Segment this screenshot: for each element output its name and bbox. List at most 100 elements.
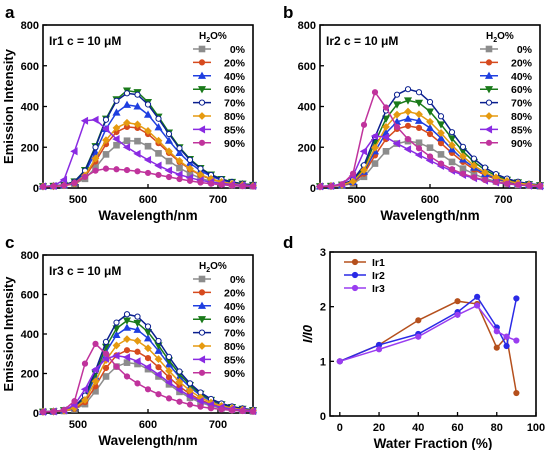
data-point — [133, 102, 142, 110]
data-point — [164, 166, 173, 175]
data-point — [176, 164, 183, 172]
data-point — [327, 183, 335, 190]
series-90% — [39, 340, 257, 416]
legend-label: 20% — [224, 57, 246, 69]
data-point — [122, 143, 131, 152]
y-tick-label: 600 — [298, 61, 316, 73]
y-tick-label: 3 — [320, 247, 326, 259]
data-point — [448, 166, 456, 173]
legend-marker — [485, 59, 493, 66]
data-point — [165, 130, 173, 138]
data-point — [415, 139, 423, 147]
legend-label: Ir1 — [372, 257, 385, 269]
data-point — [426, 98, 434, 106]
data-point — [143, 110, 153, 118]
y-tick-label: 400 — [298, 102, 316, 114]
legend-label: Ir2 — [372, 270, 385, 282]
data-point — [154, 370, 162, 379]
x-tick-label: 500 — [347, 194, 365, 206]
data-point — [448, 158, 456, 166]
x-tick-label: 20 — [373, 422, 385, 434]
data-point — [91, 154, 100, 163]
data-point — [415, 89, 423, 96]
data-point — [403, 145, 412, 154]
data-point — [404, 122, 412, 129]
y-tick-label: 0 — [33, 408, 39, 420]
data-point — [371, 143, 379, 152]
data-point — [359, 147, 368, 156]
x-tick-label: 0 — [337, 422, 343, 434]
data-point — [102, 350, 110, 357]
data-point — [102, 151, 110, 158]
data-point — [144, 169, 152, 177]
legend-label: 0% — [517, 44, 533, 56]
legend-item-85%: 85% — [480, 124, 533, 136]
data-point — [112, 108, 121, 116]
data-point — [112, 135, 120, 144]
data-point — [50, 183, 57, 190]
x-tick-label: 600 — [139, 194, 157, 206]
x-tick-label: 700 — [209, 194, 227, 206]
legend-marker — [198, 369, 206, 376]
y-tick-label: 400 — [21, 102, 39, 114]
legend-label: 85% — [511, 124, 533, 136]
legend-marker — [198, 289, 206, 296]
legend-label: 0% — [230, 44, 246, 56]
data-point — [513, 389, 520, 397]
data-point — [175, 148, 184, 157]
data-point — [123, 359, 131, 366]
data-point — [381, 115, 391, 123]
legend-marker — [198, 112, 206, 120]
data-point — [186, 164, 194, 173]
data-point — [382, 104, 390, 111]
data-point — [102, 373, 110, 380]
legend-item-40%: 40% — [193, 301, 246, 313]
series-line — [339, 300, 518, 394]
data-point — [404, 136, 412, 143]
legend-label: 80% — [224, 111, 246, 123]
data-point — [415, 333, 422, 340]
legend-label: 90% — [224, 368, 246, 380]
legend-label: 70% — [224, 328, 246, 340]
data-point — [80, 116, 89, 125]
data-point — [470, 174, 478, 181]
legend-label: 90% — [511, 138, 533, 150]
data-point — [81, 396, 89, 404]
data-point — [197, 403, 204, 410]
data-point — [437, 140, 445, 147]
data-point — [155, 115, 162, 122]
data-point — [112, 351, 120, 360]
legend-marker — [197, 125, 206, 134]
legend-label: 40% — [224, 71, 246, 83]
data-point — [123, 90, 131, 97]
data-point — [437, 113, 445, 120]
plot-frame — [319, 24, 541, 189]
data-point — [393, 110, 401, 119]
legend-label: Ir3 — [372, 283, 385, 295]
data-point — [102, 165, 110, 172]
data-point — [470, 155, 478, 162]
legend-label: 40% — [224, 301, 246, 313]
data-point — [448, 141, 456, 150]
data-point — [436, 121, 446, 129]
data-point — [154, 355, 163, 363]
data-point — [392, 101, 402, 109]
data-point — [102, 136, 110, 145]
data-point — [414, 116, 424, 124]
data-point — [481, 176, 489, 184]
data-point — [143, 155, 152, 164]
legend-marker — [198, 45, 206, 53]
legend-item-90%: 90% — [193, 138, 246, 150]
data-point — [175, 385, 183, 394]
data-point — [133, 337, 142, 345]
legend-item-40%: 40% — [193, 71, 246, 83]
data-point — [414, 99, 424, 108]
legend-label: 85% — [224, 124, 246, 136]
data-point — [176, 145, 183, 152]
legend-label: 40% — [511, 71, 533, 83]
data-point — [144, 142, 152, 150]
data-point — [39, 183, 47, 190]
legend-marker — [198, 99, 206, 106]
data-point — [503, 333, 510, 340]
panel-label: c — [5, 233, 14, 252]
